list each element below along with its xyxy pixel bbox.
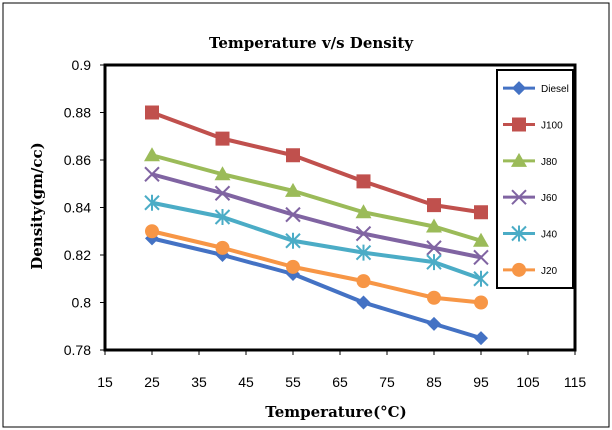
legend-marker-j80	[511, 152, 527, 167]
data-point-j40	[355, 244, 372, 261]
legend-label-diesel: Diesel	[541, 84, 569, 95]
y-tick-label: 0.82	[64, 247, 91, 263]
data-point-j20	[145, 224, 159, 239]
y-tick-label: 0.9	[72, 57, 92, 73]
data-point-j60	[214, 185, 231, 201]
axis-ticks: 0.78 0.8 0.82 0.84 0.86 0.88 0.9 15 25 35 45 55 65 75…	[64, 57, 587, 390]
series-line-j20	[151, 229, 482, 305]
x-tick-label: 35	[191, 374, 207, 390]
x-tick-label: 25	[144, 374, 160, 390]
data-point-j60-stroke	[285, 206, 301, 223]
series-line-j40	[151, 200, 482, 281]
data-point-j80	[144, 147, 160, 162]
data-point-diesel	[474, 331, 488, 346]
data-point-j60	[355, 225, 372, 242]
data-point-j60	[426, 240, 442, 256]
legend-label-j60: J60	[541, 193, 558, 204]
legend-marker-j60	[511, 189, 527, 205]
y-tick-label: 0.8	[72, 295, 92, 311]
legend-marker-diesel	[512, 81, 526, 96]
x-tick-label: 85	[426, 374, 442, 390]
data-point-j60-stroke	[144, 166, 160, 182]
data-point-j100	[474, 205, 488, 220]
data-point-j60	[144, 166, 160, 182]
data-point-j100	[215, 131, 230, 146]
legend-marker-j60-stroke	[511, 189, 527, 205]
chart-title: Temperature v/s Density	[209, 34, 414, 52]
y-tick-label: 0.88	[64, 105, 91, 121]
data-point-j20	[474, 295, 488, 310]
data-point-j80	[355, 204, 372, 219]
x-tick-label: 95	[473, 374, 489, 390]
y-tick-label: 0.78	[64, 342, 91, 358]
data-point-j40	[144, 194, 160, 211]
series-line-j80	[151, 153, 482, 243]
data-point-j80	[214, 166, 231, 181]
x-tick-label: 115	[564, 374, 587, 390]
data-point-diesel	[427, 316, 441, 331]
data-point-j40	[473, 270, 489, 287]
data-point-j20	[286, 259, 300, 274]
legend-marker-j40	[511, 225, 527, 242]
data-point-j40	[426, 254, 442, 271]
data-point-j100	[286, 148, 300, 163]
legend-label-j40: J40	[541, 230, 558, 241]
series-group	[144, 105, 489, 346]
legend-marker-j100	[512, 117, 526, 132]
data-point-j100	[356, 174, 371, 189]
data-point-j80	[473, 232, 489, 247]
y-axis-title: Density(gm/cc)	[28, 142, 46, 270]
data-point-j60	[285, 206, 301, 223]
data-point-j60-stroke	[426, 240, 442, 256]
data-point-j40	[285, 232, 301, 249]
data-point-j100	[145, 105, 159, 120]
x-tick-label: 15	[97, 374, 113, 390]
x-tick-label: 105	[516, 374, 540, 390]
x-tick-label: 55	[285, 374, 301, 390]
legend-label-j80: J80	[541, 157, 558, 168]
series-line-diesel	[151, 236, 482, 341]
data-point-j80	[426, 218, 442, 233]
data-point-diesel	[356, 295, 371, 310]
x-axis-title: Temperature(°C)	[265, 403, 406, 421]
x-tick-label: 45	[238, 374, 254, 390]
data-point-j60	[473, 249, 489, 266]
x-tick-label: 75	[379, 374, 395, 390]
data-point-j80	[285, 182, 301, 197]
series-line-j100	[151, 110, 482, 215]
data-point-j100	[427, 198, 441, 213]
y-tick-label: 0.86	[64, 152, 91, 168]
y-tick-label: 0.84	[64, 200, 91, 216]
legend: Diesel J100 J80 J60 J40 J20	[496, 69, 574, 289]
x-tick-label: 65	[332, 374, 348, 390]
series-line-j60	[151, 172, 482, 260]
data-point-j40	[214, 209, 231, 225]
data-point-j60-stroke	[473, 249, 489, 266]
legend-label-j20: J20	[541, 266, 558, 277]
legend-box	[496, 69, 574, 289]
data-point-j20	[356, 274, 371, 289]
legend-marker-j20	[512, 262, 526, 277]
data-point-j60-stroke	[355, 225, 372, 242]
data-point-j20	[215, 240, 230, 255]
data-point-j60-stroke	[214, 185, 231, 201]
data-point-j20	[427, 290, 441, 305]
legend-label-j100: J100	[541, 121, 563, 132]
